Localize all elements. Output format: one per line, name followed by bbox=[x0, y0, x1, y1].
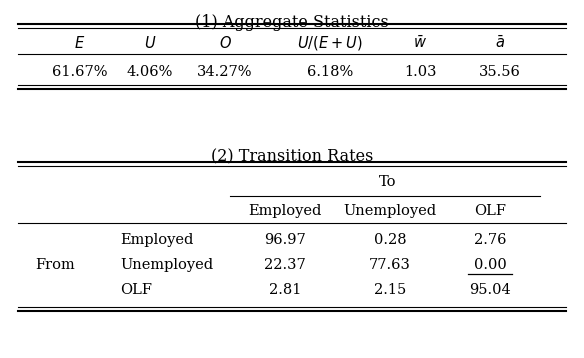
Text: 22.37: 22.37 bbox=[264, 258, 306, 272]
Text: 0.28: 0.28 bbox=[374, 233, 406, 247]
Text: 35.56: 35.56 bbox=[479, 65, 521, 79]
Text: 1.03: 1.03 bbox=[404, 65, 436, 79]
Text: $U$: $U$ bbox=[144, 35, 156, 51]
Text: $O$: $O$ bbox=[218, 35, 231, 51]
Text: 34.27%: 34.27% bbox=[197, 65, 253, 79]
Text: Unemployed: Unemployed bbox=[120, 258, 213, 272]
Text: Employed: Employed bbox=[248, 204, 322, 218]
Text: $\bar{a}$: $\bar{a}$ bbox=[495, 35, 505, 51]
Text: 95.04: 95.04 bbox=[469, 283, 511, 297]
Text: 6.18%: 6.18% bbox=[307, 65, 353, 79]
Text: 61.67%: 61.67% bbox=[52, 65, 108, 79]
Text: 0.00: 0.00 bbox=[474, 258, 506, 272]
Text: (2) Transition Rates: (2) Transition Rates bbox=[211, 148, 373, 165]
Text: OLF: OLF bbox=[474, 204, 506, 218]
Text: 4.06%: 4.06% bbox=[127, 65, 173, 79]
Text: Unemployed: Unemployed bbox=[343, 204, 437, 218]
Text: 2.81: 2.81 bbox=[269, 283, 301, 297]
Text: 2.15: 2.15 bbox=[374, 283, 406, 297]
Text: 96.97: 96.97 bbox=[264, 233, 306, 247]
Text: From: From bbox=[35, 258, 75, 272]
Text: 2.76: 2.76 bbox=[474, 233, 506, 247]
Text: OLF: OLF bbox=[120, 283, 152, 297]
Text: (1) Aggregate Statistics: (1) Aggregate Statistics bbox=[195, 14, 389, 31]
Text: 77.63: 77.63 bbox=[369, 258, 411, 272]
Text: $U/(E+U)$: $U/(E+U)$ bbox=[297, 34, 363, 52]
Text: Employed: Employed bbox=[120, 233, 193, 247]
Text: $\bar{w}$: $\bar{w}$ bbox=[413, 35, 427, 51]
Text: $E$: $E$ bbox=[74, 35, 86, 51]
Text: To: To bbox=[379, 175, 397, 189]
